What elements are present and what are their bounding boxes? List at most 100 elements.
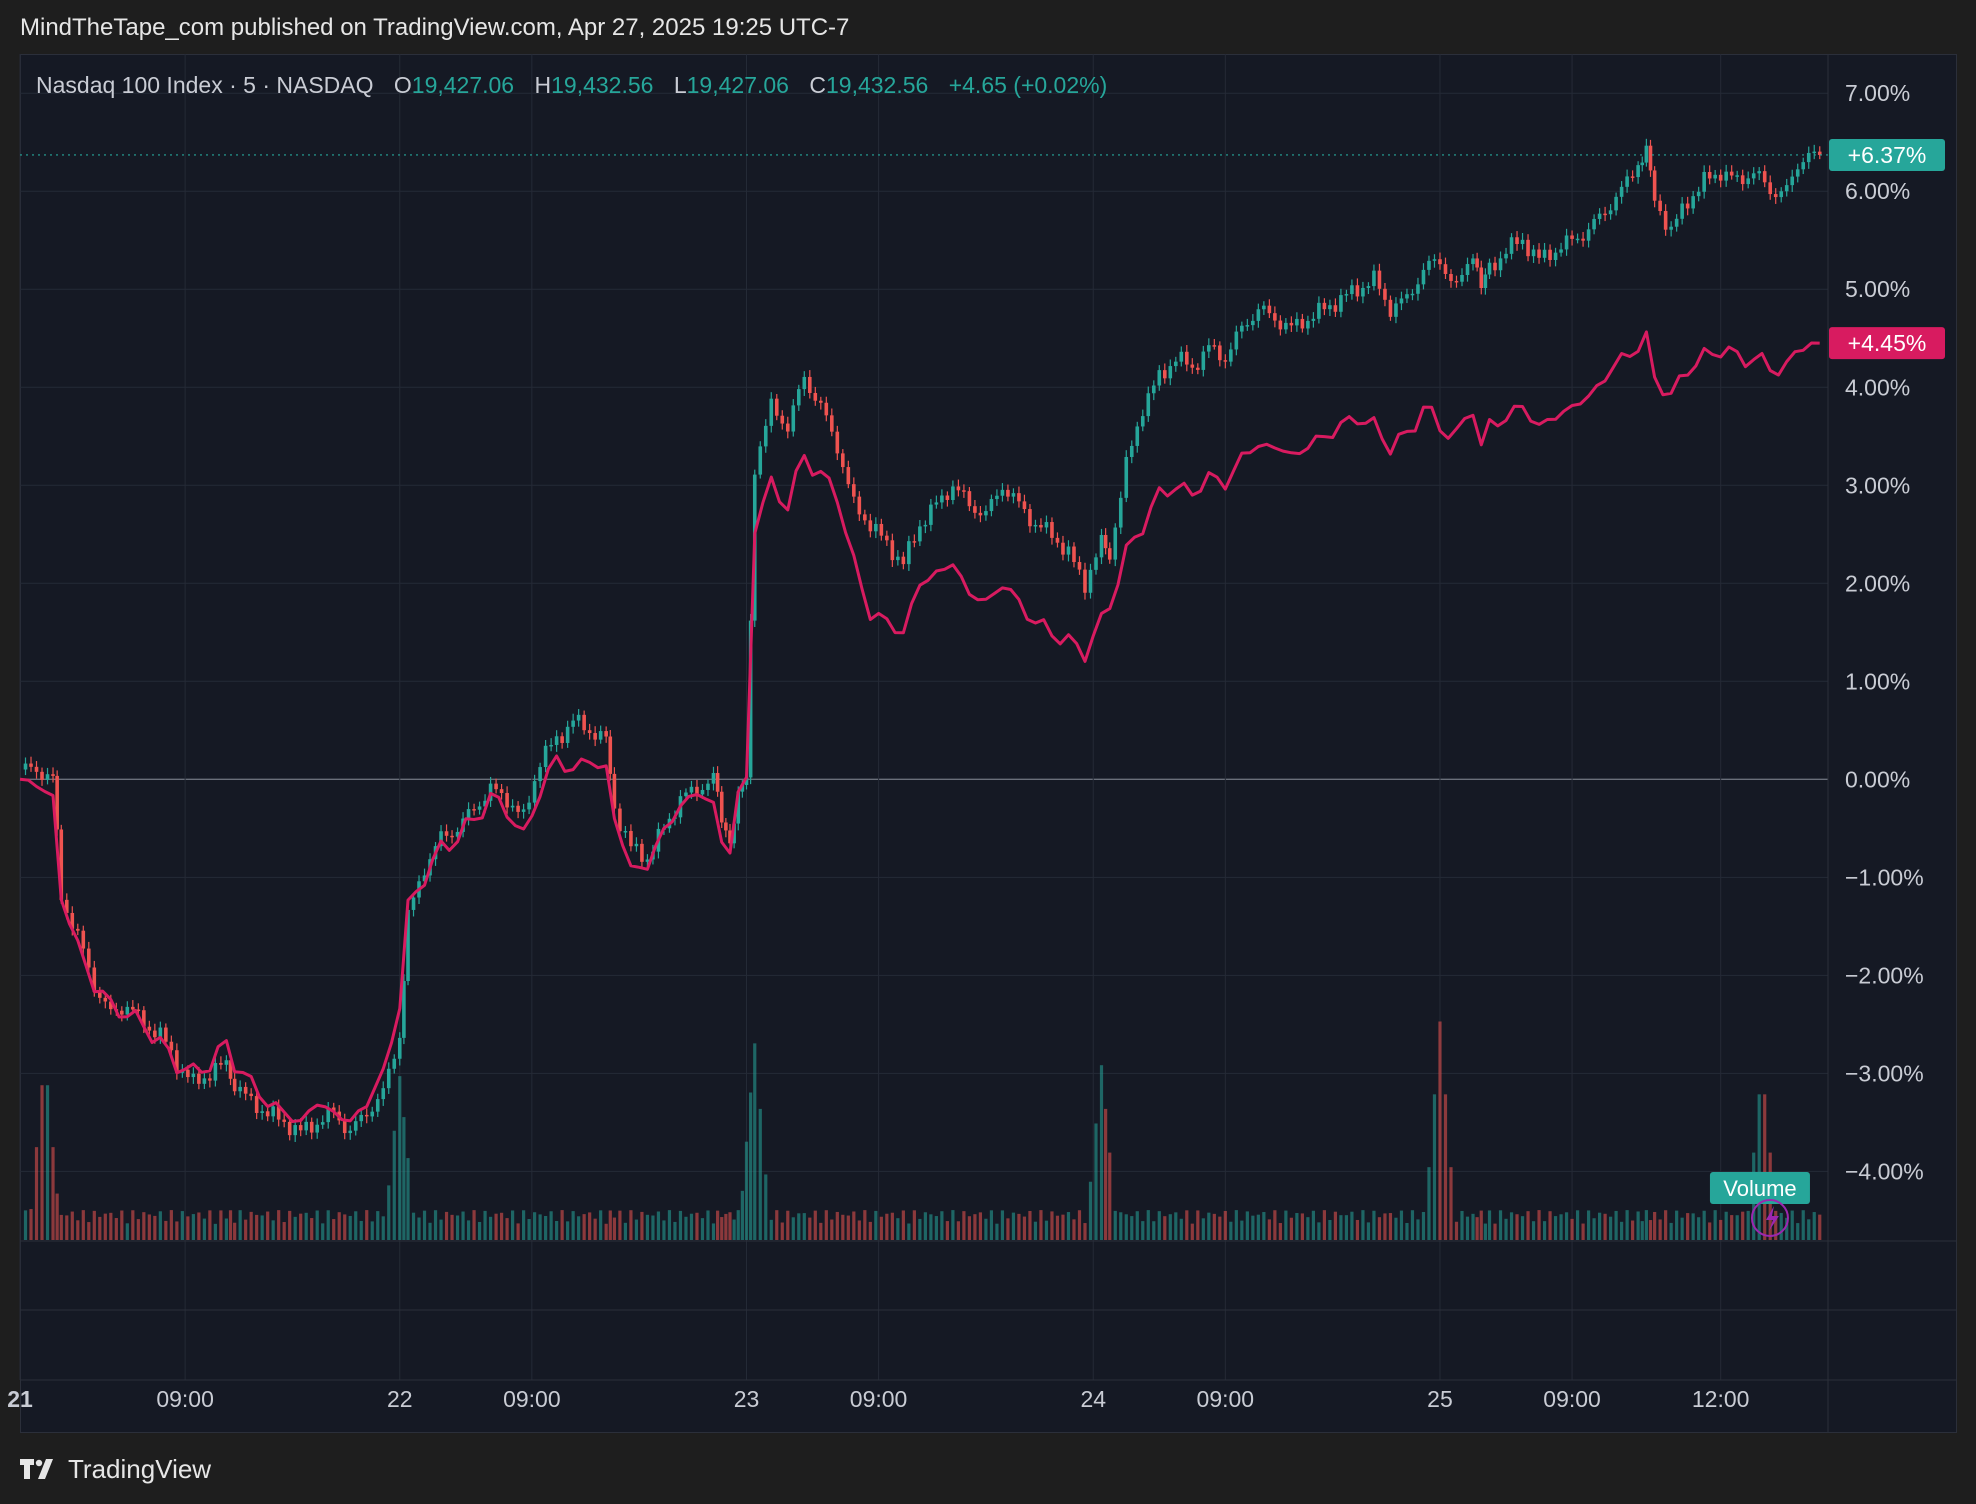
- volume-bar: [81, 1210, 85, 1240]
- candle-body: [175, 1050, 179, 1073]
- candle-body: [1762, 171, 1767, 183]
- volume-bar: [732, 1219, 736, 1240]
- candle-body: [125, 1006, 130, 1015]
- candle-body: [1487, 262, 1492, 275]
- candle-body: [397, 1037, 402, 1059]
- candle-body: [923, 524, 928, 527]
- candle-body: [1644, 145, 1649, 163]
- last-value-label: +4.45%: [1848, 330, 1927, 356]
- candle-body: [807, 376, 812, 394]
- volume-bar: [560, 1210, 564, 1240]
- volume-bar: [120, 1210, 124, 1240]
- volume-bar: [1350, 1211, 1354, 1240]
- candle-body: [1118, 497, 1123, 528]
- chart-panel[interactable]: [20, 54, 1957, 1433]
- tradingview-brand-text: TradingView: [68, 1454, 212, 1484]
- volume-bar: [1328, 1219, 1332, 1240]
- candle-body: [1669, 226, 1673, 230]
- candle-body: [618, 808, 622, 832]
- candle-body: [483, 800, 487, 807]
- candle-body: [477, 806, 482, 810]
- candle-body: [1190, 364, 1195, 368]
- volume-bar: [455, 1215, 460, 1240]
- volume-bar: [1515, 1214, 1519, 1240]
- volume-bar: [153, 1215, 157, 1240]
- candle-body: [1685, 203, 1690, 209]
- candle-body: [64, 899, 69, 913]
- volume-bar: [1675, 1210, 1679, 1240]
- candle-body: [331, 1107, 336, 1112]
- volume-bar: [103, 1213, 107, 1240]
- candle-body: [1006, 489, 1010, 497]
- volume-bar: [1774, 1210, 1778, 1240]
- candle-body: [1262, 305, 1266, 310]
- candle-body: [1044, 522, 1049, 528]
- candle-body: [1817, 151, 1822, 155]
- y-tick-label: 1.00%: [1845, 668, 1910, 694]
- candle-body: [695, 786, 699, 795]
- candle-body: [1135, 426, 1140, 446]
- volume-bar: [1779, 1212, 1783, 1240]
- candle-body: [1278, 320, 1283, 330]
- candle-body: [1223, 360, 1228, 362]
- volume-bar: [1094, 1123, 1098, 1240]
- candle-body: [265, 1111, 270, 1117]
- candle-body: [444, 831, 449, 836]
- volume-bar: [1730, 1215, 1734, 1240]
- volume-bar: [716, 1210, 720, 1240]
- change-value: +4.65 (+0.02%): [948, 72, 1108, 98]
- volume-bar: [1487, 1210, 1492, 1240]
- candle-body: [978, 512, 983, 516]
- candle-body: [1768, 182, 1773, 195]
- volume-bar: [1493, 1223, 1497, 1240]
- candle-body: [40, 771, 44, 780]
- candle-body: [1328, 305, 1332, 310]
- candle-body: [153, 1030, 157, 1038]
- volume-bar: [684, 1216, 688, 1240]
- candle-body: [1050, 522, 1054, 538]
- volume-bar: [1644, 1210, 1648, 1240]
- volume-bar: [1146, 1210, 1150, 1240]
- volume-bar: [1185, 1210, 1189, 1240]
- candle-body: [439, 831, 443, 847]
- volume-bar: [923, 1212, 927, 1240]
- candle-body: [271, 1106, 275, 1117]
- candle-body: [1066, 546, 1071, 555]
- volume-bar: [1022, 1216, 1027, 1240]
- candle-body: [422, 875, 427, 882]
- volume-bar: [1405, 1222, 1409, 1240]
- y-tick-label: 3.00%: [1845, 472, 1910, 498]
- volume-bar: [450, 1214, 454, 1240]
- candle-body: [353, 1121, 358, 1131]
- volume-bar: [433, 1210, 438, 1240]
- symbol-name[interactable]: Nasdaq 100 Index · 5 · NASDAQ: [36, 72, 374, 98]
- volume-bar: [411, 1212, 416, 1240]
- candle-body: [1339, 295, 1343, 312]
- candle-body: [1124, 456, 1129, 498]
- volume-bar: [1801, 1210, 1805, 1240]
- candle-body: [375, 1099, 380, 1112]
- candle-body: [1707, 171, 1712, 179]
- volume-bar: [191, 1214, 195, 1240]
- candle-body: [929, 504, 933, 525]
- volume-bar: [76, 1220, 80, 1240]
- candle-body: [75, 928, 80, 931]
- volume-bar: [744, 1141, 749, 1240]
- volume-bar: [749, 1092, 753, 1240]
- volume-bar: [1306, 1217, 1310, 1240]
- candle-body: [1322, 302, 1327, 310]
- candle-body: [700, 789, 705, 795]
- candle-body: [1022, 501, 1027, 510]
- volume-bar: [956, 1221, 960, 1240]
- volume-bar: [775, 1210, 779, 1240]
- candle-body: [1812, 151, 1817, 154]
- candle-body: [45, 774, 50, 780]
- volume-bar: [566, 1221, 570, 1240]
- candle-body: [249, 1093, 253, 1097]
- volume-bar: [868, 1221, 872, 1240]
- volume-bar: [857, 1220, 861, 1240]
- volume-bar: [673, 1221, 677, 1240]
- volume-bar: [695, 1212, 699, 1240]
- close-value: 19,432.56: [825, 72, 929, 98]
